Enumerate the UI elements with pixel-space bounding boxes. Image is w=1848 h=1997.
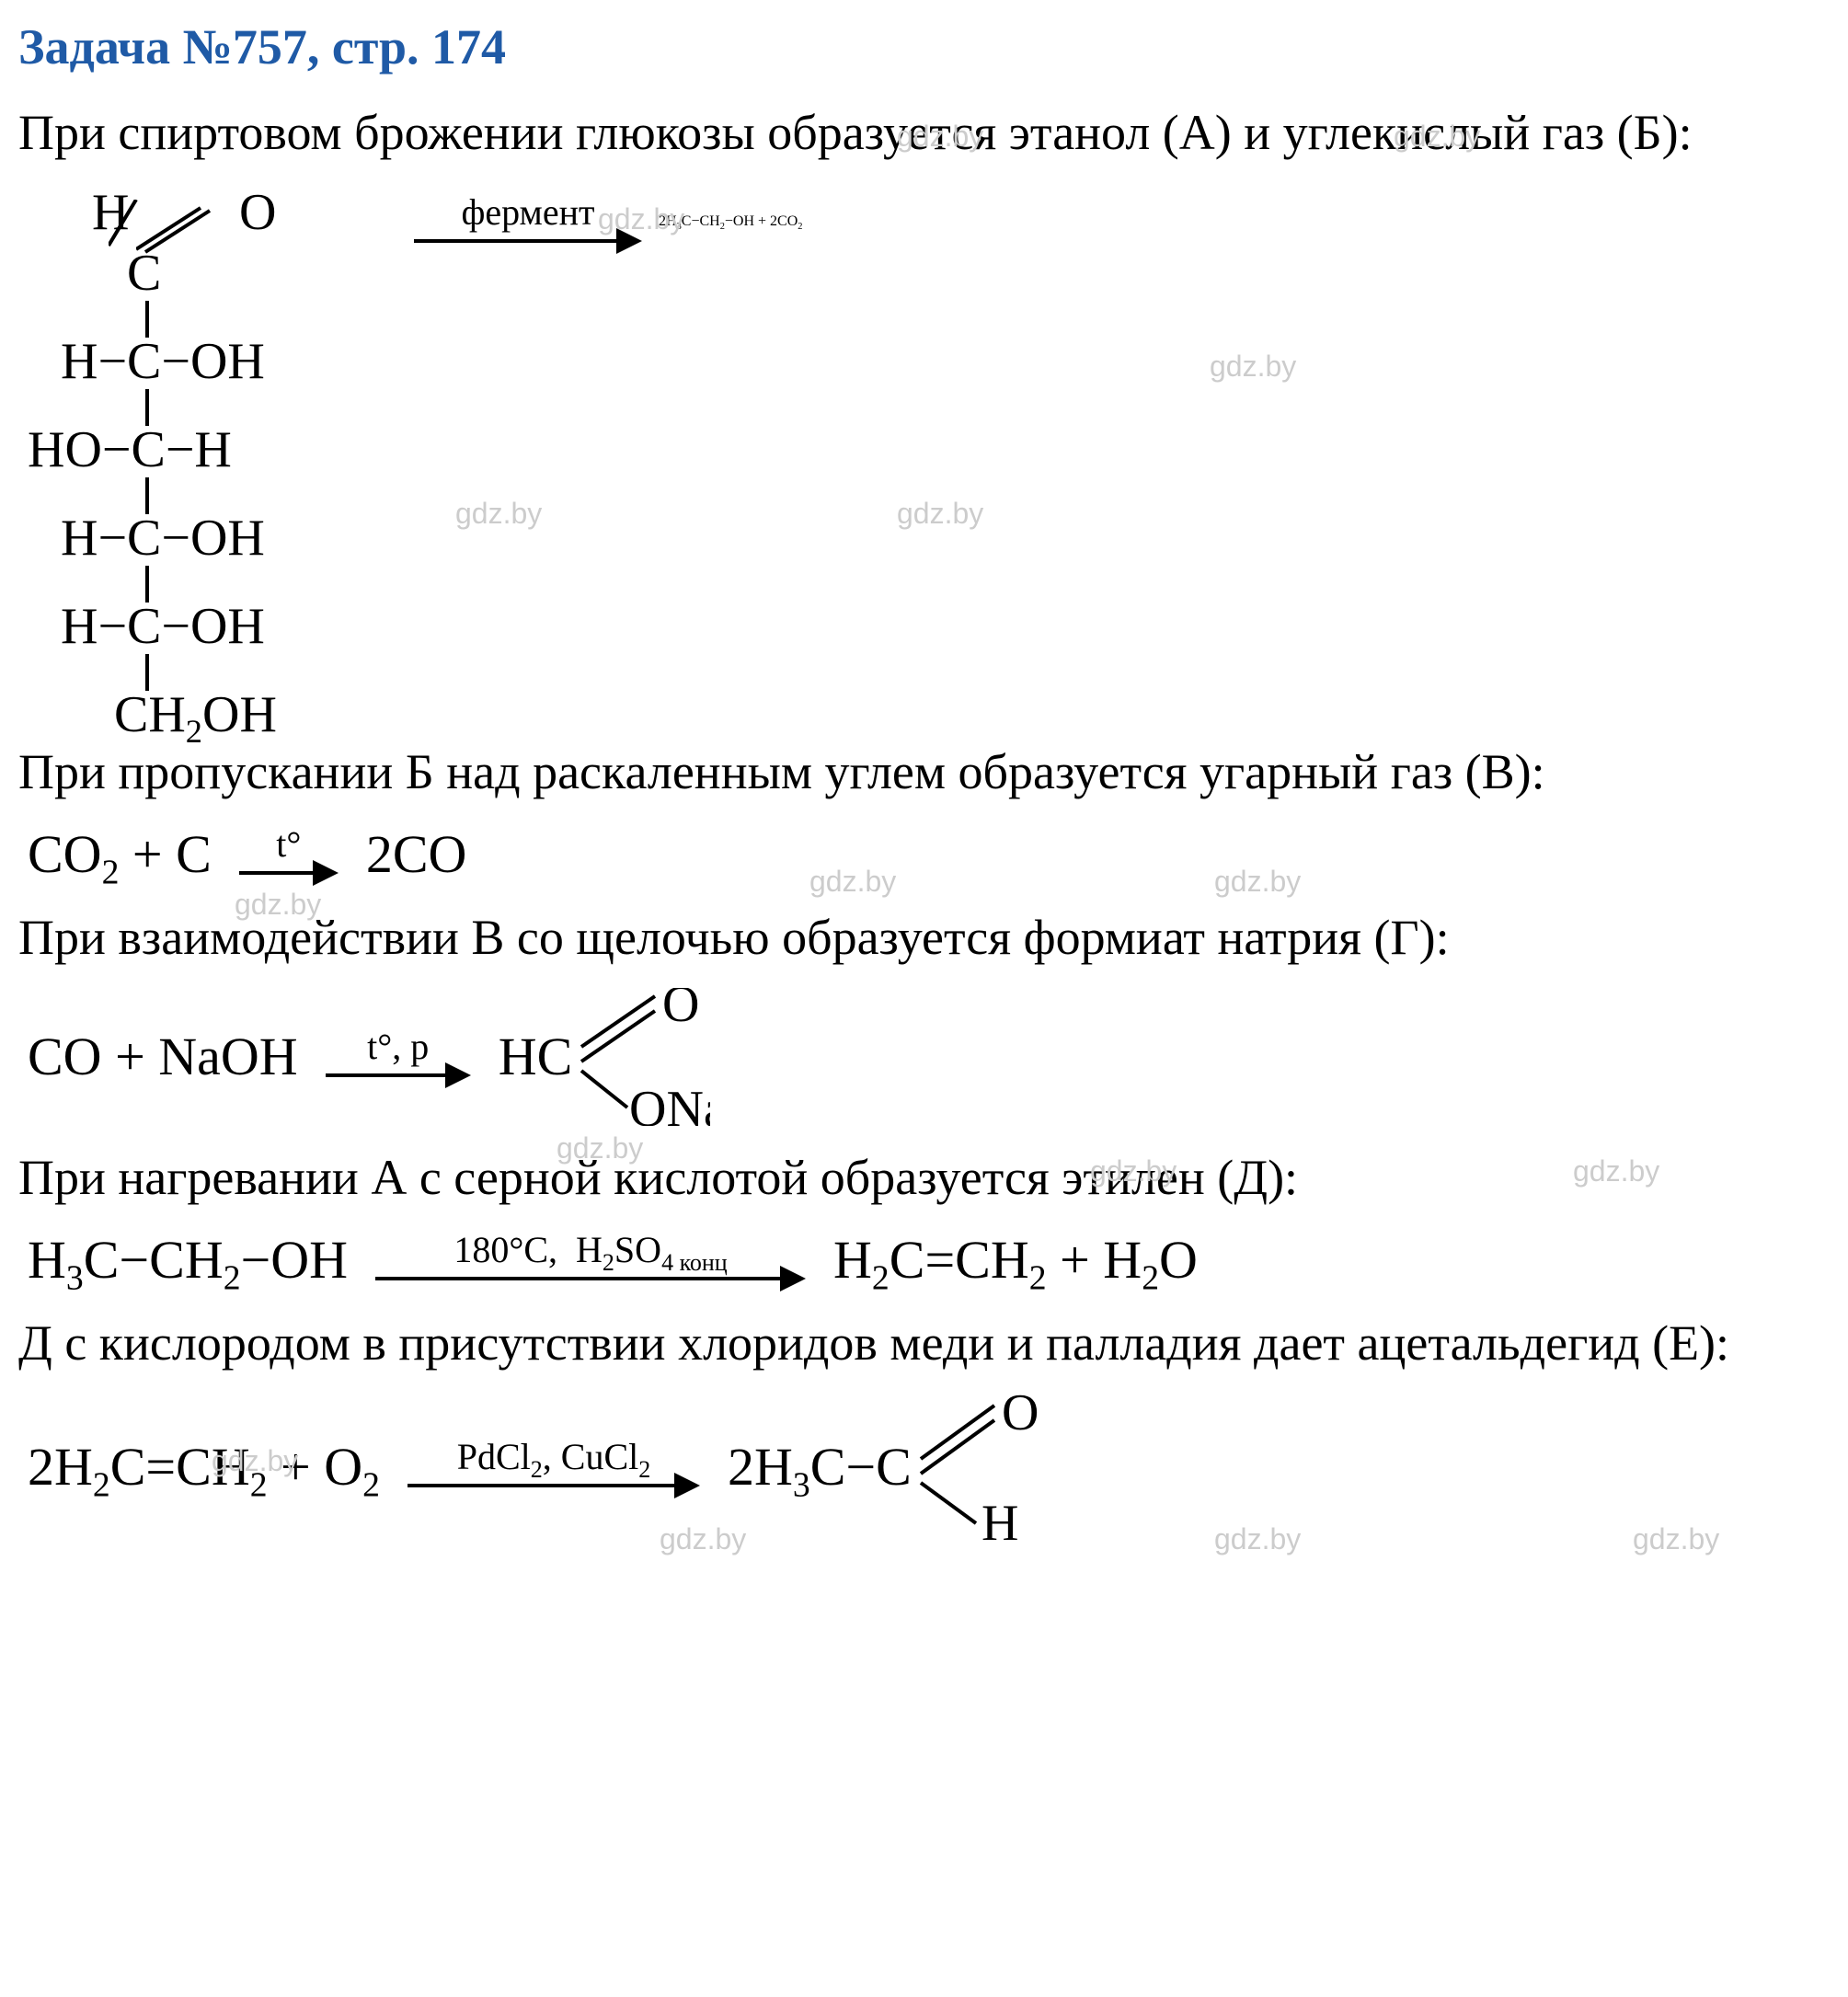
r3-rhs: HC O ONa [499, 988, 711, 1126]
glucose-l5: H−C−OH [61, 597, 265, 656]
r4-lhs: H3C−CH2−OH [28, 1229, 348, 1291]
r3-slants: O ONa [572, 988, 710, 1126]
reaction-2: CO2 + C t° 2CO [28, 822, 1830, 886]
arrow-r5: PdCl2, CuCl2 [402, 1435, 706, 1498]
svg-text:O: O [1002, 1393, 1039, 1441]
arrow-label-r2: t° [276, 822, 301, 866]
r4-rhs: H2C=CH2 + H2O [833, 1229, 1198, 1291]
arrow-r2: t° [234, 822, 344, 886]
reaction-4: H3C−CH2−OH 180°C, H2SO4 конц H2C=CH2 + H… [28, 1228, 1830, 1291]
paragraph-1: При спиртовом брожении глюкозы образуетс… [18, 99, 1830, 166]
glucose-C1: C [127, 244, 161, 303]
reaction-glucose: H O C H−C−OH HO−C−H H−C−OH H−C−OH CH2OH … [28, 183, 1830, 717]
arrow-ferment: фермент [414, 190, 642, 254]
problem-title: Задача №757, стр. 174 [18, 18, 1830, 75]
paragraph-2: При пропускании Б над раскаленным углем … [18, 739, 1830, 806]
glucose-structure: H O C H−C−OH HO−C−H H−C−OH H−C−OH CH2OH [28, 183, 414, 717]
reaction-5: 2H2C=CH2 + O2 PdCl2, CuCl2 2H3C−C O H [28, 1393, 1830, 1540]
r2-rhs: 2CO [366, 823, 467, 885]
svg-text:H: H [981, 1495, 1018, 1540]
glucose-O: O [239, 183, 276, 242]
r5-slants: O H [912, 1393, 1040, 1540]
page: Задача №757, стр. 174 При спиртовом брож… [0, 0, 1848, 1595]
r2-lhs: CO2 + C [28, 823, 212, 885]
svg-text:O: O [662, 988, 699, 1033]
arrow-label-ferment: фермент [461, 190, 594, 234]
glucose-l4: H−C−OH [61, 509, 265, 568]
paragraph-5: Д с кислородом в присутствии хлоридов ме… [18, 1310, 1830, 1377]
svg-text:ONa: ONa [629, 1081, 710, 1126]
paragraph-3: При взаимодействии В со щелочью образует… [18, 904, 1830, 971]
r3-lhs: CO + NaOH [28, 1026, 298, 1087]
glucose-l3: HO−C−H [28, 420, 232, 479]
arrow-label-r5: PdCl2, CuCl2 [457, 1435, 651, 1478]
r5-lhs: 2H2C=CH2 + O2 [28, 1436, 380, 1498]
arrow-r3: t°, p [320, 1025, 476, 1088]
reaction-3: CO + NaOH t°, p HC O ONa [28, 988, 1830, 1126]
arrow-label-r4: 180°C, H2SO4 конц [453, 1228, 727, 1271]
r5-rhs: 2H3C−C O H [728, 1393, 1040, 1540]
paragraph-4: При нагревании А с серной кислотой образ… [18, 1144, 1830, 1211]
r3-hc: HC [499, 1026, 573, 1087]
r5-prefix: 2H3C−C [728, 1436, 912, 1498]
glucose-l6: CH2OH [114, 685, 277, 744]
glucose-l2: H−C−OH [61, 332, 265, 391]
arrow-label-r3: t°, p [367, 1025, 429, 1068]
glucose-arrow-product: фермент 2H3C−CH2−OH + 2CO2 [414, 190, 802, 254]
glucose-product: 2H3C−CH2−OH + 2CO2 [659, 213, 802, 230]
arrow-r4: 180°C, H2SO4 конц [370, 1228, 811, 1291]
